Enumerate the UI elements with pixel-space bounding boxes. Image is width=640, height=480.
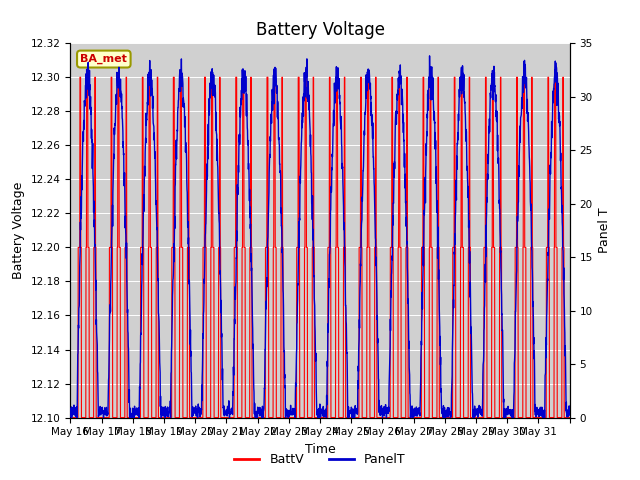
Legend: BattV, PanelT: BattV, PanelT	[229, 448, 411, 471]
Bar	[383, 43, 445, 418]
Bar	[508, 43, 570, 418]
Y-axis label: Battery Voltage: Battery Voltage	[12, 182, 25, 279]
Bar	[383, 43, 445, 418]
Bar	[508, 43, 570, 418]
Bar	[133, 43, 195, 418]
Y-axis label: Panel T: Panel T	[598, 207, 611, 253]
Bar	[133, 43, 195, 418]
Bar	[320, 43, 383, 418]
Bar	[195, 43, 258, 418]
Bar	[445, 43, 508, 418]
Bar	[258, 43, 320, 418]
Bar	[195, 43, 258, 418]
X-axis label: Time: Time	[305, 443, 335, 456]
Title: Battery Voltage: Battery Voltage	[255, 21, 385, 39]
Bar	[258, 43, 320, 418]
Bar	[320, 43, 383, 418]
Bar	[445, 43, 508, 418]
Bar	[70, 43, 133, 418]
Text: BA_met: BA_met	[81, 54, 127, 64]
